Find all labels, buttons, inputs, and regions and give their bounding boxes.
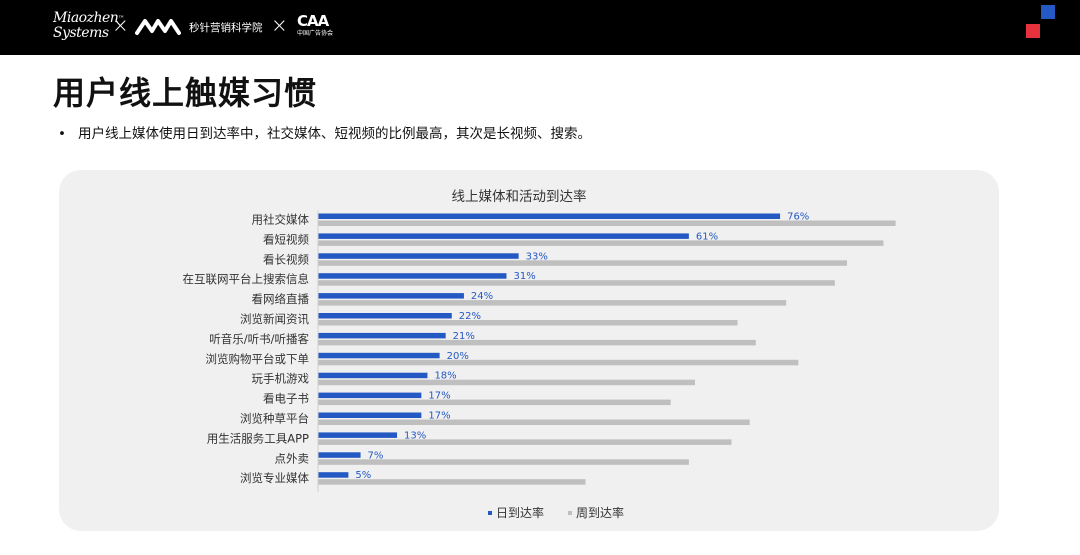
category-label: 浏览购物平台或下单	[206, 352, 310, 366]
category-label: 在互联网平台上搜索信息	[183, 272, 310, 286]
bullet-marker: •	[58, 126, 66, 142]
bar-weekly	[318, 260, 847, 266]
bar-weekly	[318, 419, 750, 425]
legend-swatch-daily	[488, 511, 492, 515]
bar-weekly	[318, 300, 787, 306]
category-label: 浏览种草平台	[240, 412, 309, 426]
bar-weekly	[318, 339, 756, 346]
bar-daily	[318, 213, 781, 219]
mw-wave-logo-icon	[135, 19, 181, 35]
bar-weekly	[318, 359, 799, 366]
category-label: 浏览新闻资讯	[240, 312, 309, 326]
summary-text: 用户线上媒体使用日到达率中，社交媒体、短视频的比例最高，其次是长视频、搜索。	[77, 126, 591, 142]
data-label-daily: 17%	[428, 391, 450, 402]
separator-cross-icon: ×	[112, 13, 129, 37]
decor-blue-square	[1041, 5, 1055, 19]
bar-daily	[318, 253, 519, 259]
bar-weekly	[318, 439, 732, 445]
bar-daily	[318, 432, 398, 438]
legend-label-weekly: 周到达率	[576, 505, 624, 520]
category-label: 看短视频	[263, 232, 309, 246]
category-label: 看网络直播	[252, 292, 310, 306]
separator-cross-icon: ×	[271, 13, 288, 37]
summary-bullet: • 用户线上媒体使用日到达率中，社交媒体、短视频的比例最高，其次是长视频、搜索。	[58, 122, 591, 142]
data-label-daily: 61%	[696, 231, 718, 242]
data-label-daily: 31%	[513, 271, 535, 282]
brand-secondary-label: 秒针营销科学院	[189, 22, 263, 34]
header-bar: Miaozhen™ Systems × 秒针营销科学院 × CAA 中国广告协会	[0, 0, 1080, 55]
chart-card: 线上媒体和活动到达率用社交媒体 76% 看短视频 61% 看长视频 33% 在互联网平台上搜…	[59, 170, 999, 531]
bar-daily	[318, 392, 422, 399]
bar-daily	[318, 313, 452, 319]
caa-logo: CAA 中国广告协会	[297, 12, 334, 37]
data-label-daily: 20%	[447, 351, 469, 362]
page-title: 用户线上触媒习惯	[53, 74, 318, 112]
bar-daily	[318, 293, 464, 299]
bar-daily	[318, 472, 349, 478]
bar-weekly	[318, 479, 586, 485]
data-label-daily: 18%	[434, 371, 456, 382]
chart-title: 线上媒体和活动到达率	[452, 188, 587, 205]
data-label-daily: 7%	[368, 450, 384, 461]
category-label: 听音乐/听书/听播客	[209, 332, 309, 346]
data-label-daily: 13%	[404, 430, 426, 441]
category-label: 点外卖	[275, 451, 310, 465]
miaozhen-logo: Miaozhen™ Systems	[53, 10, 124, 41]
category-label: 浏览专业媒体	[240, 471, 309, 485]
data-label-daily: 21%	[453, 331, 475, 342]
bar-weekly	[318, 399, 671, 406]
data-label-daily: 33%	[526, 251, 548, 262]
data-label-daily: 17%	[428, 411, 450, 422]
bar-daily	[318, 452, 361, 458]
bar-daily	[318, 273, 507, 279]
decor-red-square	[1026, 24, 1040, 38]
legend-label-daily: 日到达率	[496, 505, 544, 520]
legend-swatch-weekly	[568, 511, 572, 515]
bar-daily	[318, 352, 440, 359]
bar-daily	[318, 233, 689, 239]
category-label: 用社交媒体	[252, 213, 310, 227]
category-label: 玩手机游戏	[252, 372, 310, 386]
category-label: 用生活服务工具APP	[207, 431, 309, 445]
bar-daily	[318, 332, 446, 339]
data-label-daily: 5%	[355, 470, 371, 481]
bar-daily	[318, 412, 422, 418]
data-label-daily: 22%	[459, 311, 481, 322]
bar-weekly	[318, 220, 896, 226]
category-label: 看长视频	[263, 252, 309, 266]
bar-weekly	[318, 459, 689, 465]
bar-weekly	[318, 280, 835, 286]
bar-weekly	[318, 320, 738, 326]
bar-weekly	[318, 379, 695, 386]
data-label-daily: 76%	[787, 212, 809, 223]
category-label: 看电子书	[263, 392, 309, 406]
bar-daily	[318, 372, 428, 379]
bar-weekly	[318, 240, 884, 246]
data-label-daily: 24%	[471, 291, 493, 302]
